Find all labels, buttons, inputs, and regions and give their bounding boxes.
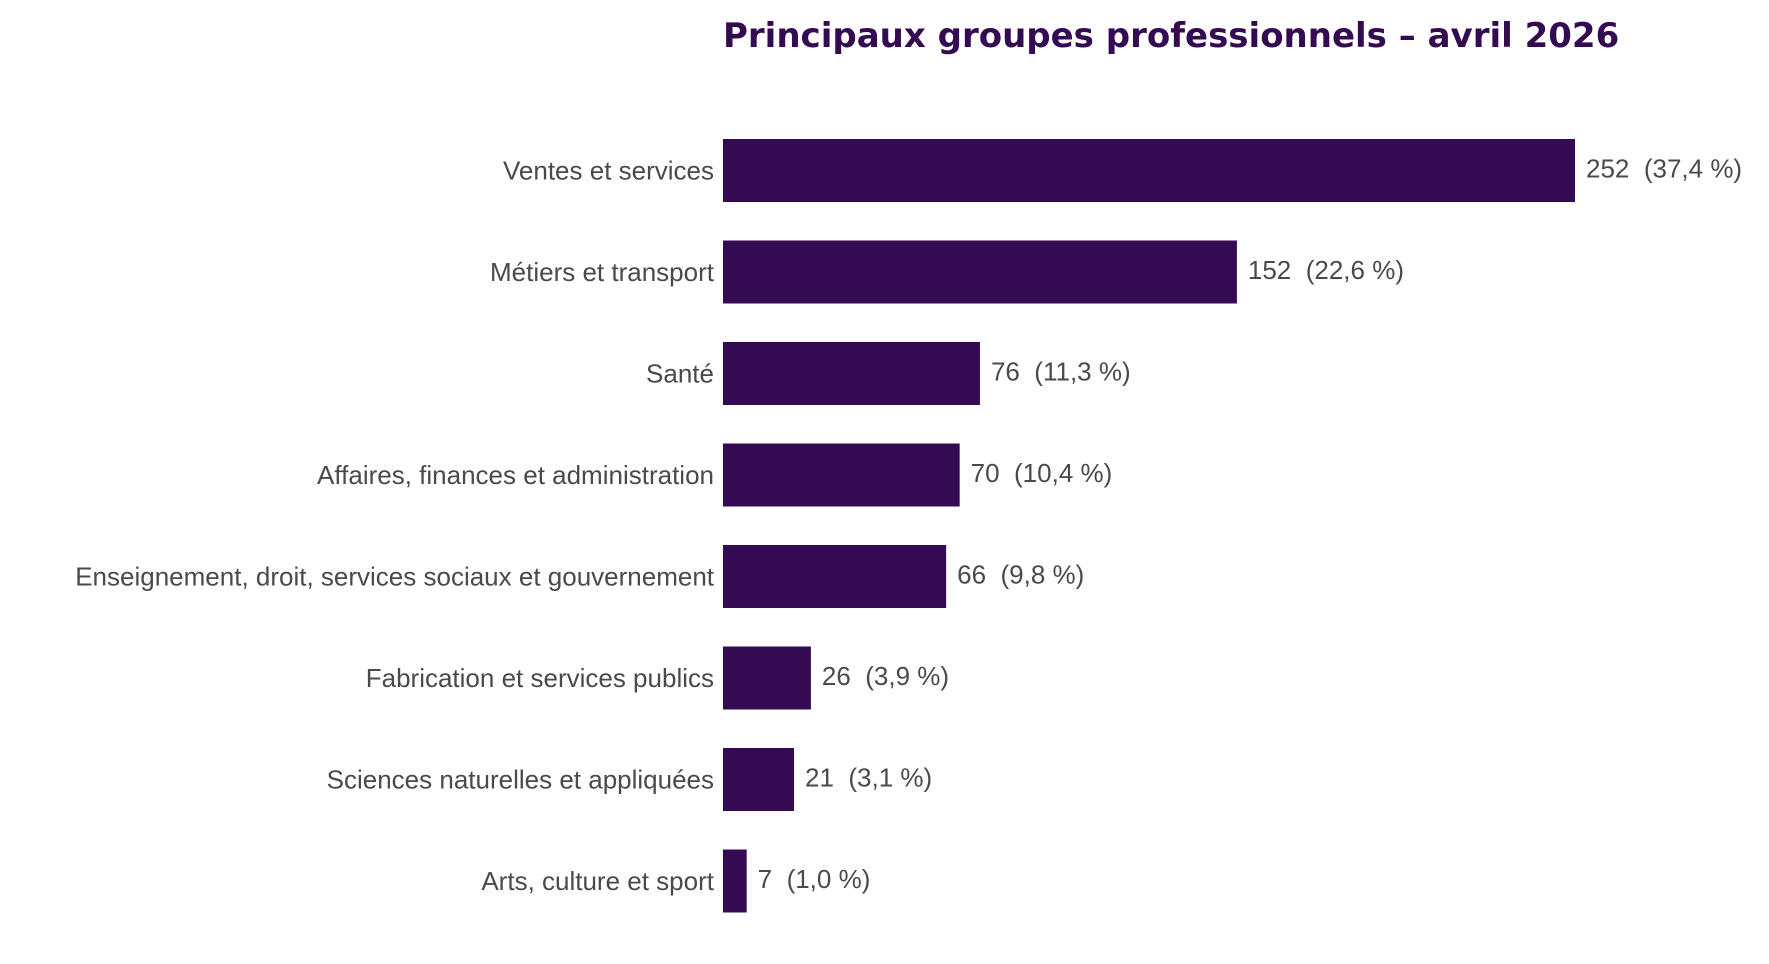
category-label: Arts, culture et sport: [481, 866, 714, 896]
bar: [723, 646, 811, 710]
value-label: 70 (10,4 %): [971, 458, 1113, 488]
category-label: Ventes et services: [503, 156, 714, 186]
category-label: Métiers et transport: [490, 257, 715, 287]
value-label: 26 (3,9 %): [822, 661, 949, 691]
value-label: 252 (37,4 %): [1586, 154, 1742, 184]
category-label: Fabrication et services publics: [366, 663, 714, 693]
value-label: 76 (11,3 %): [991, 357, 1131, 387]
value-label: 7 (1,0 %): [758, 864, 871, 894]
chart-title: Principaux groupes professionnels – avri…: [723, 16, 1619, 56]
category-label: Enseignement, droit, services sociaux et…: [75, 562, 715, 592]
bar: [723, 545, 947, 608]
value-label: 21 (3,1 %): [805, 763, 932, 793]
category-label: Affaires, finances et administration: [317, 460, 714, 490]
value-label: 66 (9,8 %): [957, 560, 1084, 590]
bar: [723, 443, 960, 507]
category-label: Sciences naturelles et appliquées: [327, 765, 714, 795]
bar: [723, 748, 794, 811]
value-label: 152 (22,6 %): [1248, 255, 1404, 285]
bar: [723, 240, 1237, 304]
bars-group: Ventes et services 252 (37,4 %) Métiers et…: [75, 139, 1742, 913]
bar: [723, 139, 1575, 202]
category-label: Santé: [646, 359, 714, 389]
bar: [723, 849, 747, 913]
bar: [723, 342, 980, 405]
